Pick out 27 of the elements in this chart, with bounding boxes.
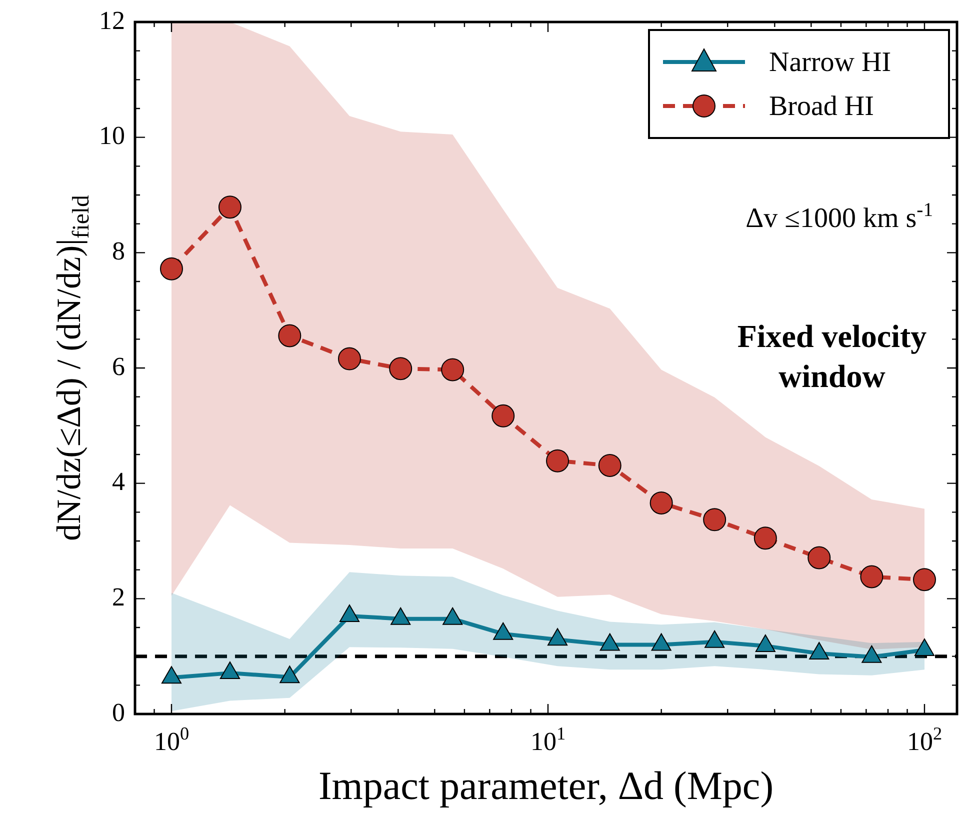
y-tick-label: 12 (99, 6, 125, 35)
point (862, 645, 882, 663)
point (600, 633, 620, 651)
x-axis-title: Impact parameter, Δd (Mpc) (318, 763, 774, 808)
point (651, 633, 672, 651)
point (704, 630, 725, 648)
y-tick-label: 2 (112, 582, 125, 612)
y-tick-label: 8 (112, 236, 125, 266)
legend-label: Narrow HI (769, 47, 892, 78)
point (809, 642, 830, 660)
point (546, 449, 570, 472)
point (442, 607, 463, 625)
point (755, 634, 776, 652)
y-tick-label: 6 (112, 352, 125, 381)
y-tick-label: 0 (112, 698, 125, 727)
point (389, 357, 412, 380)
y-tick-label: 10 (99, 121, 125, 150)
point (914, 638, 935, 656)
y-axis-title: dN/dz(≤Δd) / (dN/dz)|field (51, 194, 94, 541)
point (441, 358, 464, 382)
point (547, 628, 568, 646)
point (598, 454, 622, 477)
point (390, 607, 411, 625)
y-tick-label: 4 (112, 467, 125, 496)
point (650, 491, 673, 514)
annotation: Fixed velocity window (737, 318, 927, 394)
legend-label: Broad HI (769, 91, 874, 122)
